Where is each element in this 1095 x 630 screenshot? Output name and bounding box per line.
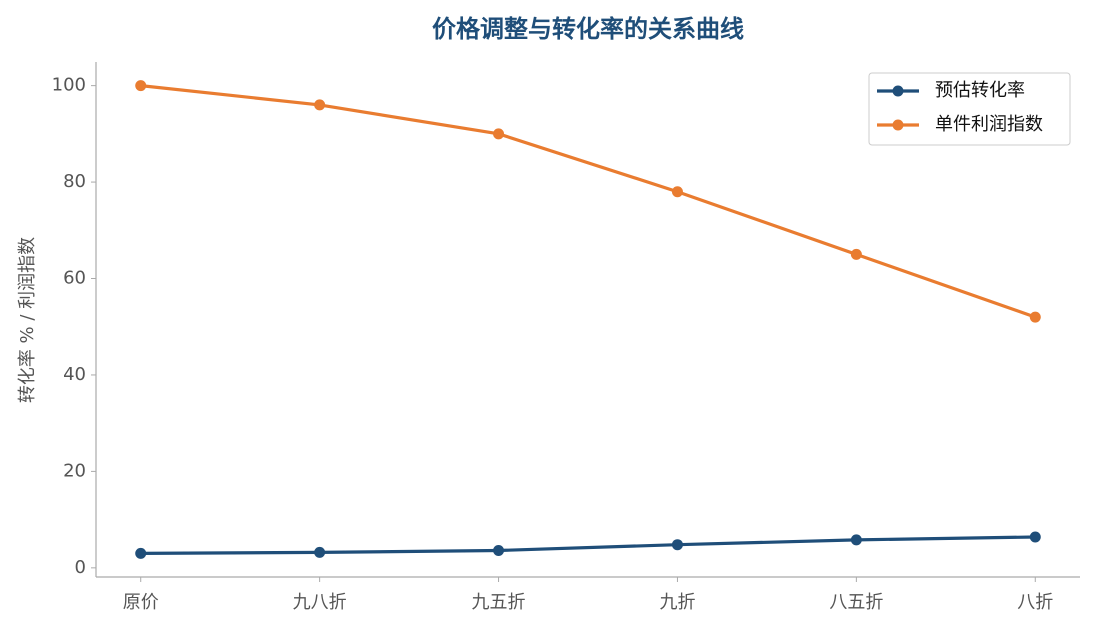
data-point xyxy=(493,128,505,140)
data-point xyxy=(493,544,505,556)
x-tick-label: 九折 xyxy=(659,592,695,613)
legend-marker xyxy=(892,85,904,97)
data-point xyxy=(135,80,147,92)
data-point xyxy=(135,547,147,559)
x-tick-label: 八折 xyxy=(1017,592,1053,613)
x-tick-label: 八五折 xyxy=(829,592,883,613)
y-tick-label: 100 xyxy=(52,75,86,96)
y-tick-label: 40 xyxy=(63,364,86,385)
data-point xyxy=(850,248,862,260)
legend-label: 单件利润指数 xyxy=(935,114,1043,135)
legend-box xyxy=(868,72,1071,146)
data-point xyxy=(671,186,683,198)
chart-title: 价格调整与转化率的关系曲线 xyxy=(432,15,744,43)
y-tick-label: 0 xyxy=(75,557,86,578)
y-tick-label: 80 xyxy=(63,171,86,192)
legend-label: 预估转化率 xyxy=(935,80,1025,101)
x-tick-label: 九八折 xyxy=(293,592,347,613)
data-point xyxy=(1029,311,1041,323)
series-line xyxy=(140,535,1036,555)
data-point xyxy=(314,546,326,558)
data-point xyxy=(850,534,862,546)
data-point xyxy=(314,99,326,111)
y-tick-label: 20 xyxy=(63,460,86,481)
series-line xyxy=(140,84,1036,319)
x-tick-label: 九五折 xyxy=(472,592,526,613)
data-point xyxy=(671,539,683,551)
y-tick-label: 60 xyxy=(63,268,86,289)
legend-marker xyxy=(892,119,904,131)
x-tick-label: 原价 xyxy=(123,592,159,613)
data-point xyxy=(1029,531,1041,543)
y-axis-label: 转化率 % / 利润指数 xyxy=(17,237,38,403)
